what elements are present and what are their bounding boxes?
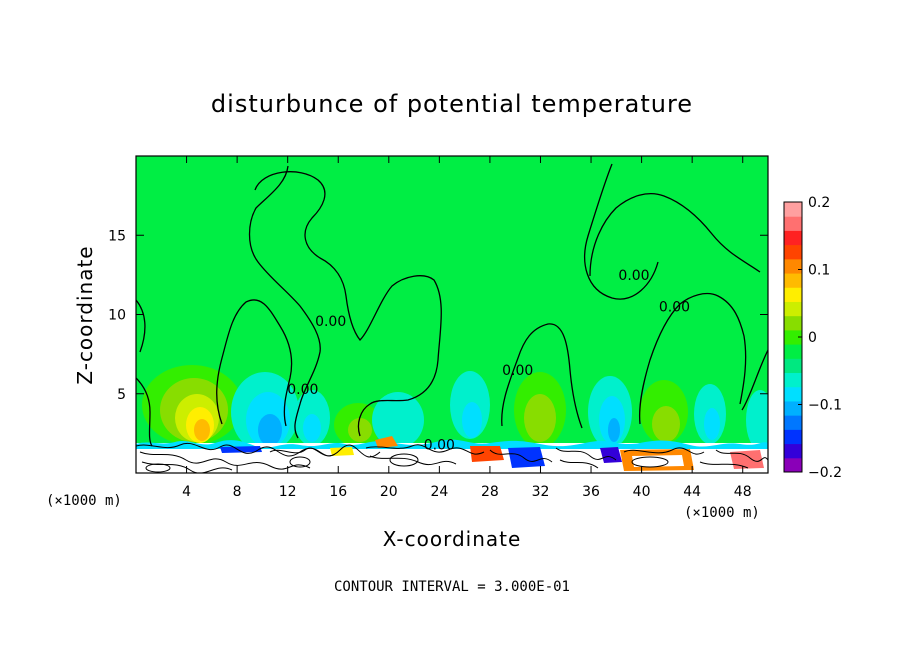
colorbar-swatch bbox=[784, 202, 802, 217]
anomaly-blobs bbox=[142, 365, 768, 452]
y-axis-unit: (×1000 m) bbox=[46, 493, 122, 509]
y-axis-title: Z-coordinate bbox=[73, 245, 97, 384]
surface-contours bbox=[136, 442, 768, 473]
colorbar-swatch bbox=[784, 429, 802, 445]
colorbar-swatch bbox=[784, 258, 802, 274]
colorbar-swatch bbox=[784, 301, 802, 317]
chart-title: disturbunce of potential temperature bbox=[211, 90, 693, 118]
x-tick-label: 8 bbox=[233, 484, 242, 500]
y-axis: 5 10 15 bbox=[108, 228, 768, 403]
x-tick-label: 36 bbox=[582, 484, 600, 500]
colorbar-swatch bbox=[784, 372, 802, 388]
x-axis-title: X-coordinate bbox=[383, 527, 522, 551]
y-tick-label: 10 bbox=[108, 308, 126, 324]
colorbar-swatch bbox=[784, 216, 802, 231]
colorbar-tick-label: −0.1 bbox=[808, 398, 842, 414]
x-axis: 4 8 12 16 20 24 28 32 36 40 44 48 bbox=[182, 156, 752, 500]
y-tick-label: 5 bbox=[117, 387, 126, 403]
x-tick-label: 4 bbox=[182, 484, 191, 500]
colorbar-swatch bbox=[784, 287, 802, 302]
colorbar-swatch bbox=[784, 273, 802, 288]
colorbar-swatch bbox=[784, 344, 802, 359]
contour-label: 0.00 bbox=[287, 382, 318, 398]
y-tick-label: 15 bbox=[108, 228, 126, 244]
contour-label: 0.00 bbox=[502, 363, 533, 379]
contour-label: 0.00 bbox=[315, 314, 346, 330]
colorbar-tick-label: 0 bbox=[808, 330, 817, 346]
x-axis-unit: (×1000 m) bbox=[684, 505, 760, 521]
colorbar-swatch bbox=[784, 315, 802, 331]
contour-label: 0.00 bbox=[659, 300, 690, 316]
x-tick-label: 32 bbox=[532, 484, 550, 500]
colorbar-tick-label: −0.2 bbox=[808, 465, 842, 481]
colorbar-swatch bbox=[784, 386, 802, 402]
colorbar-swatch bbox=[784, 244, 802, 260]
zero-contours bbox=[136, 163, 768, 447]
colorbar-tick-label: 0.1 bbox=[808, 263, 830, 279]
contour-interval-note: CONTOUR INTERVAL = 3.000E-01 bbox=[334, 579, 570, 595]
x-tick-label: 24 bbox=[430, 484, 448, 500]
colorbar-swatch bbox=[784, 457, 802, 473]
x-tick-label: 20 bbox=[380, 484, 398, 500]
x-tick-label: 16 bbox=[329, 484, 347, 500]
contour-labels: 0.00 0.00 0.00 0.00 0.00 0.00 bbox=[287, 268, 690, 454]
colorbar-swatch bbox=[784, 400, 802, 416]
x-tick-label: 12 bbox=[279, 484, 297, 500]
x-tick-label: 48 bbox=[734, 484, 752, 500]
colorbar-swatch bbox=[784, 230, 802, 246]
contour-label: 0.00 bbox=[618, 268, 649, 284]
colorbar-tick-label: 0.2 bbox=[808, 195, 830, 211]
colorbar-swatch bbox=[784, 415, 802, 430]
contour-label: 0.00 bbox=[424, 437, 455, 453]
x-tick-label: 28 bbox=[481, 484, 499, 500]
x-tick-label: 44 bbox=[683, 484, 701, 500]
colorbar-swatch bbox=[784, 329, 802, 345]
plot-field: 0.00 0.00 0.00 0.00 0.00 0.00 bbox=[136, 156, 768, 473]
colorbar-swatch bbox=[784, 358, 802, 374]
colorbar-swatch bbox=[784, 443, 802, 459]
colorbar: −0.2 −0.1 0 0.1 0.2 bbox=[783, 195, 842, 481]
x-tick-label: 40 bbox=[633, 484, 651, 500]
